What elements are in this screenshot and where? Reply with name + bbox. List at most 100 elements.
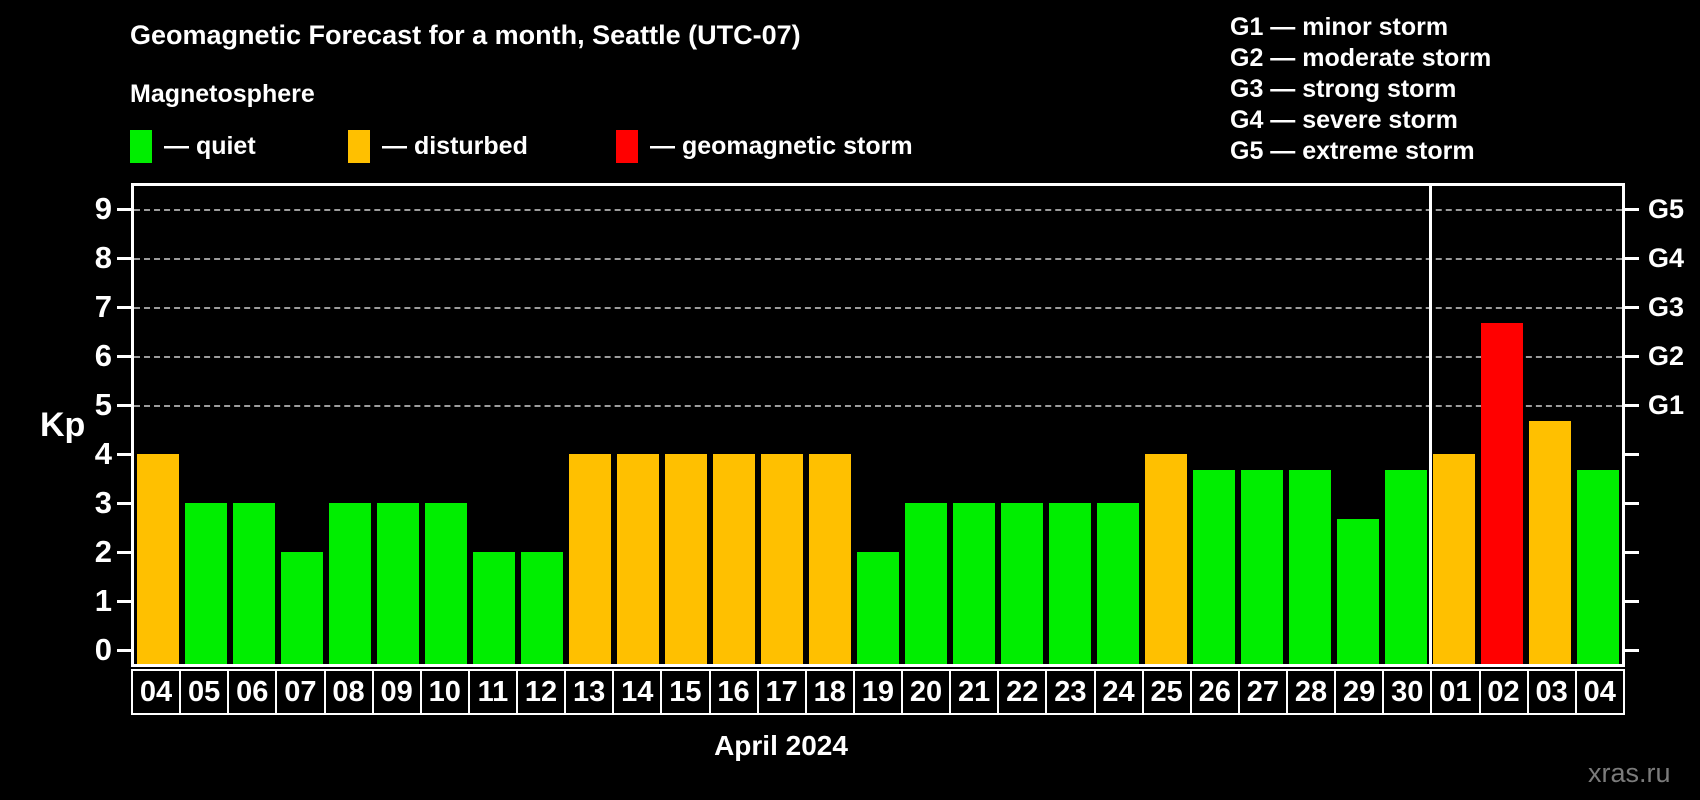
kp-bar-day-04-quiet	[1577, 470, 1619, 664]
kp-bar-day-01-disturbed	[1433, 454, 1475, 664]
right-tick-kp-6	[1625, 355, 1639, 358]
y-tick-label-8: 8	[94, 240, 112, 275]
kp-bar-day-19-quiet	[857, 552, 899, 664]
kp-bar-day-02-storm	[1481, 323, 1523, 664]
right-tick-kp-2	[1625, 551, 1639, 554]
gridline-kp-7	[134, 307, 1622, 309]
day-label-25: 25	[1141, 669, 1192, 715]
day-label-03: 03	[1526, 669, 1577, 715]
watermark-xras: xras.ru	[1588, 758, 1671, 788]
day-label-20: 20	[901, 669, 952, 715]
g1-legend-line: G1 — minor storm	[1230, 13, 1449, 41]
left-tick-kp-9	[117, 208, 131, 211]
day-label-07: 07	[275, 669, 326, 715]
kp-bar-day-15-disturbed	[665, 454, 707, 664]
day-label-11: 11	[467, 669, 518, 715]
gridline-kp-9	[134, 209, 1622, 211]
y-tick-label-9: 9	[94, 191, 112, 226]
legend-label-quiet: — quiet	[164, 132, 256, 160]
day-label-06: 06	[227, 669, 278, 715]
y-tick-label-3: 3	[94, 485, 112, 520]
plot-area	[131, 183, 1625, 667]
legend-item-disturbed: — disturbed	[348, 130, 528, 163]
kp-bar-day-30-quiet	[1385, 470, 1427, 664]
left-tick-kp-4	[117, 453, 131, 456]
left-tick-kp-2	[117, 551, 131, 554]
gridline-kp-8	[134, 258, 1622, 260]
day-label-24: 24	[1093, 669, 1144, 715]
day-label-26: 26	[1189, 669, 1240, 715]
day-label-19: 19	[852, 669, 903, 715]
left-tick-kp-1	[117, 600, 131, 603]
right-axis-label-g1: G1	[1648, 390, 1685, 420]
left-tick-kp-8	[117, 257, 131, 260]
day-label-21: 21	[949, 669, 1000, 715]
right-axis-label-g2: G2	[1648, 341, 1685, 371]
right-tick-kp-3	[1625, 502, 1639, 505]
kp-bar-day-13-disturbed	[569, 454, 611, 664]
kp-bar-day-06-quiet	[233, 503, 275, 664]
left-tick-kp-6	[117, 355, 131, 358]
day-label-30: 30	[1382, 669, 1433, 715]
kp-bar-day-25-disturbed	[1145, 454, 1187, 664]
kp-bar-day-27-quiet	[1241, 470, 1283, 664]
day-label-13: 13	[564, 669, 615, 715]
day-label-05: 05	[179, 669, 230, 715]
y-tick-label-1: 1	[94, 583, 112, 618]
storm-scale-legend: G1 — minor storm G2 — moderate storm G3 …	[1230, 12, 1491, 167]
kp-bar-day-10-quiet	[425, 503, 467, 664]
day-label-04: 04	[1574, 669, 1625, 715]
quiet-color-swatch	[130, 130, 152, 163]
day-label-12: 12	[516, 669, 567, 715]
right-tick-kp-8	[1625, 257, 1639, 260]
kp-bar-day-20-quiet	[905, 503, 947, 664]
right-tick-kp-0	[1625, 649, 1639, 652]
g4-legend-line: G4 — severe storm	[1230, 106, 1458, 134]
day-label-10: 10	[419, 669, 470, 715]
kp-bar-day-11-quiet	[473, 552, 515, 664]
kp-bar-day-07-quiet	[281, 552, 323, 664]
day-label-16: 16	[708, 669, 759, 715]
kp-bar-day-14-disturbed	[617, 454, 659, 664]
y-tick-label-0: 0	[94, 632, 112, 667]
x-axis-day-labels: 04 05 06 07 08 09 10 11 12 13 14 15 16 17 18 19 20 21 22 23…	[131, 669, 1625, 715]
left-tick-kp-7	[117, 306, 131, 309]
kp-bar-day-22-quiet	[1001, 503, 1043, 664]
day-label-09: 09	[371, 669, 422, 715]
legend-label-storm: — geomagnetic storm	[650, 132, 913, 160]
kp-bar-day-17-disturbed	[761, 454, 803, 664]
x-axis-title: April 2024	[714, 730, 848, 761]
kp-bar-day-24-quiet	[1097, 503, 1139, 664]
kp-bar-day-12-quiet	[521, 552, 563, 664]
kp-bar-day-03-disturbed	[1529, 421, 1571, 664]
g3-legend-line: G3 — strong storm	[1230, 75, 1457, 103]
right-tick-kp-9	[1625, 208, 1639, 211]
kp-bar-day-05-quiet	[185, 503, 227, 664]
left-tick-kp-3	[117, 502, 131, 505]
y-tick-label-7: 7	[94, 289, 112, 324]
left-tick-kp-5	[117, 404, 131, 407]
y-tick-label-5: 5	[94, 387, 112, 422]
day-label-17: 17	[756, 669, 807, 715]
legend-item-storm: — geomagnetic storm	[616, 130, 913, 163]
magnetosphere-subtitle: Magnetosphere	[130, 80, 315, 108]
day-label-15: 15	[660, 669, 711, 715]
day-label-18: 18	[804, 669, 855, 715]
kp-bar-day-04-disturbed	[137, 454, 179, 664]
right-tick-kp-7	[1625, 306, 1639, 309]
day-label-28: 28	[1286, 669, 1337, 715]
right-axis-label-g5: G5	[1648, 194, 1685, 224]
right-axis-label-g3: G3	[1648, 292, 1685, 322]
kp-bar-day-16-disturbed	[713, 454, 755, 664]
g5-legend-line: G5 — extreme storm	[1230, 137, 1475, 165]
day-label-23: 23	[1045, 669, 1096, 715]
y-tick-label-6: 6	[94, 338, 112, 373]
y-tick-label-2: 2	[94, 534, 112, 569]
day-label-01: 01	[1430, 669, 1481, 715]
kp-bar-day-21-quiet	[953, 503, 995, 664]
kp-bar-day-18-disturbed	[809, 454, 851, 664]
day-label-22: 22	[997, 669, 1048, 715]
day-label-04: 04	[131, 669, 182, 715]
kp-bar-day-26-quiet	[1193, 470, 1235, 664]
